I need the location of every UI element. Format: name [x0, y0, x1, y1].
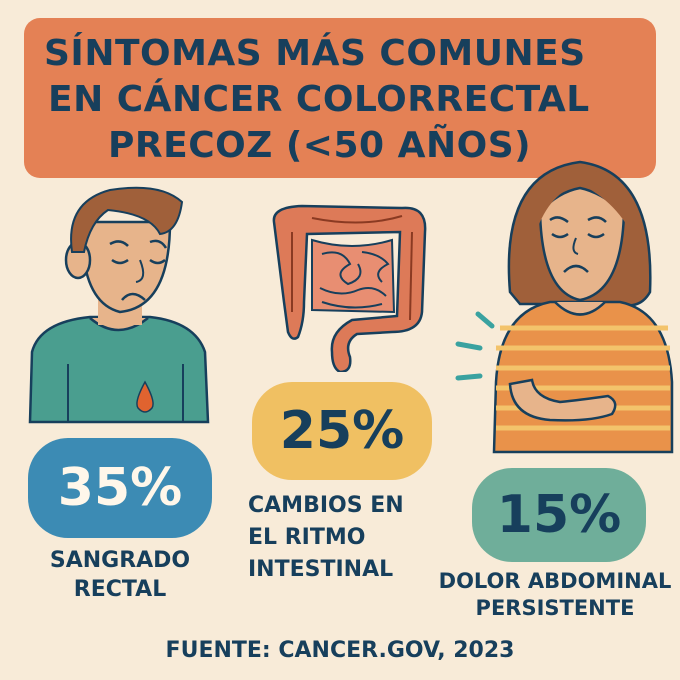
intestines-illustration — [272, 204, 427, 372]
stat-value: 25% — [279, 401, 405, 461]
sad-man-illustration — [28, 186, 210, 424]
label-line: PERSISTENTE — [475, 596, 635, 621]
label-line: EL RITMO — [248, 524, 366, 550]
stat-pill-bowel-changes: 25% — [252, 382, 432, 480]
label-line: CAMBIOS EN — [248, 493, 404, 518]
stat-value: 35% — [57, 458, 183, 518]
title-line-2: EN CÁNCER COLORRECTAL — [48, 79, 590, 120]
stat-value: 15% — [496, 485, 622, 545]
blood-drop-icon — [136, 380, 154, 413]
stat-label-bowel-changes: CAMBIOS EN EL RITMO INTESTINAL — [234, 490, 458, 586]
stat-label-rectal-bleeding: SANGRADO RECTAL — [20, 547, 220, 604]
label-line: INTESTINAL — [248, 556, 394, 582]
stat-label-abdominal-pain: DOLOR ABDOMINAL PERSISTENTE — [430, 568, 680, 623]
label-line: DOLOR ABDOMINAL — [438, 569, 672, 593]
stat-pill-abdominal-pain: 15% — [472, 468, 646, 562]
pain-mark-icon — [475, 311, 495, 329]
sad-woman-illustration — [455, 160, 674, 454]
stat-pill-rectal-bleeding: 35% — [28, 438, 212, 538]
source-citation: FUENTE: CANCER.GOV, 2023 — [165, 638, 515, 663]
title-line-1: SÍNTOMAS MÁS COMUNES — [44, 33, 586, 74]
title-banner: SÍNTOMAS MÁS COMUNES EN CÁNCER COLORRECT… — [24, 18, 656, 178]
label-line: RECTAL — [73, 576, 167, 602]
title-line-3: PRECOZ (<50 AÑOS) — [108, 125, 532, 166]
label-line: SANGRADO — [49, 548, 191, 573]
